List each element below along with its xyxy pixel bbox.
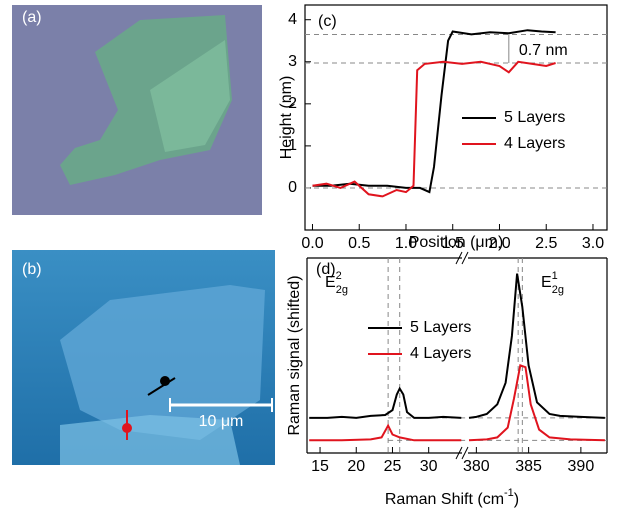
x-tick-label: 1.0 [395,235,417,252]
x-tick-label: 3.0 [582,235,604,252]
panel-label: (d) [316,261,336,278]
x-axis-label-sup: -1 [504,487,514,499]
peak-label-sup: 2 [336,270,342,282]
legend-label: 4 Layers [410,345,471,362]
x-tick-label: 20 [347,458,365,475]
axis-break [461,251,469,265]
scale-bar-label: 10 μm [199,413,244,430]
x-axis-label-text: Raman Shift (cm [385,491,504,508]
plot-frame [304,4,608,231]
x-axis-label-close: ) [514,491,519,508]
y-tick-label: 4 [288,11,297,28]
y-tick-label: 2 [288,95,297,112]
data-line [309,363,605,442]
x-tick-label: 385 [515,458,542,475]
y-axis-label: Raman signal (shifted) [286,275,303,435]
photo-a: (a) [12,5,262,215]
x-tick-label: 30 [420,458,438,475]
peak-label: E2 2g [325,270,348,296]
x-axis-label: Position (μm) [409,234,504,251]
peak-label-base: E [325,274,336,291]
x-tick-label: 0.0 [301,235,323,252]
legend-label: 5 Layers [504,109,565,126]
panel-label: (a) [22,9,42,26]
panel-label: (b) [22,261,42,278]
y-tick-label: 0 [288,179,297,196]
axis-break [461,446,469,460]
peak-label-sup: 1 [552,270,558,282]
annotation: 0.7 nm [519,42,568,59]
x-tick-label: 0.5 [348,235,370,252]
x-tick-label: 25 [384,458,402,475]
legend-label: 5 Layers [410,319,471,336]
x-tick-label: 15 [311,458,329,475]
y-tick-label: 1 [288,137,297,154]
data-line [312,60,556,198]
x-tick-label: 390 [568,458,595,475]
panel-label: (c) [318,13,337,30]
x-axis-label: Raman Shift (cm-1) [385,487,519,508]
peak-label: E1 2g [541,270,564,296]
data-line [312,29,556,194]
axis-break [455,446,463,460]
x-tick-label: 380 [463,458,490,475]
axis-break [455,251,463,265]
legend-label: 4 Layers [504,135,565,152]
y-tick-label: 3 [288,53,297,70]
peak-label-sub: 2g [552,284,564,296]
photo-b: 10 μm (b) [12,250,275,465]
x-tick-label: 2.0 [488,235,510,252]
peak-label-base: E [541,274,552,291]
data-line [309,273,605,419]
x-tick-label: 1.5 [442,235,464,252]
x-tick-label: 2.5 [535,235,557,252]
y-axis-label: Height (nm) [278,76,295,160]
peak-label-sub: 2g [336,284,348,296]
